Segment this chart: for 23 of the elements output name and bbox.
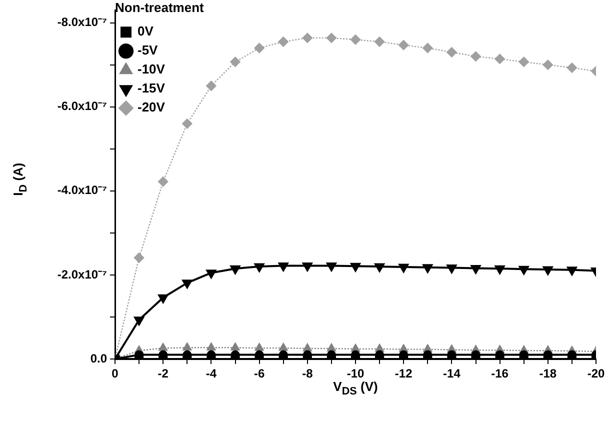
y-tick-label: -8.0x10⁻⁷ xyxy=(57,15,108,30)
legend-label: -10V xyxy=(138,62,166,77)
y-tick-label: -4.0x10⁻⁷ xyxy=(57,183,108,198)
x-tick-label: -18 xyxy=(539,366,557,381)
x-tick-label: -10 xyxy=(346,366,364,381)
x-tick-label: -14 xyxy=(443,366,461,381)
x-tick-label: -4 xyxy=(206,366,217,381)
legend-label: 0V xyxy=(138,24,154,39)
x-tick-label: -12 xyxy=(394,366,413,381)
x-tick-label: -16 xyxy=(491,366,509,381)
legend-title: Non-treatment xyxy=(115,0,205,16)
legend-label: -20V xyxy=(138,100,166,115)
y-tick-label: -6.0x10⁻⁷ xyxy=(57,99,108,114)
x-tick-label: -20 xyxy=(587,366,605,381)
x-tick-label: -8 xyxy=(302,366,314,381)
y-tick-label: -2.0x10⁻⁷ xyxy=(57,267,108,282)
x-axis-title: V$_{DS}$ (V) xyxy=(332,379,379,398)
legend-label: -5V xyxy=(138,42,158,58)
x-tick-label: 0 xyxy=(112,366,119,381)
y-tick-label: 0.0 xyxy=(90,351,108,366)
legend-label: -15V xyxy=(138,80,166,96)
x-tick-label: -2 xyxy=(158,366,169,381)
x-tick-label: -6 xyxy=(254,366,265,381)
